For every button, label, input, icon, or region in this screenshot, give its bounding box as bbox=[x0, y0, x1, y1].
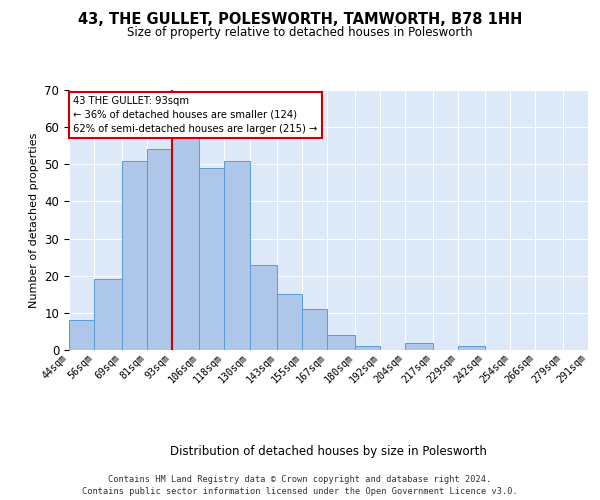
Bar bbox=[122, 160, 147, 350]
Bar bbox=[405, 342, 433, 350]
Bar bbox=[328, 335, 355, 350]
Text: Size of property relative to detached houses in Polesworth: Size of property relative to detached ho… bbox=[127, 26, 473, 39]
Bar bbox=[277, 294, 302, 350]
Bar bbox=[355, 346, 380, 350]
Y-axis label: Number of detached properties: Number of detached properties bbox=[29, 132, 39, 308]
Bar bbox=[458, 346, 485, 350]
Bar bbox=[302, 309, 328, 350]
Text: Contains HM Land Registry data © Crown copyright and database right 2024.
Contai: Contains HM Land Registry data © Crown c… bbox=[82, 474, 518, 496]
Bar bbox=[199, 168, 224, 350]
Bar bbox=[250, 264, 277, 350]
Bar bbox=[147, 150, 172, 350]
Bar bbox=[94, 280, 122, 350]
Bar bbox=[172, 134, 199, 350]
Bar bbox=[224, 160, 250, 350]
Text: 43, THE GULLET, POLESWORTH, TAMWORTH, B78 1HH: 43, THE GULLET, POLESWORTH, TAMWORTH, B7… bbox=[78, 12, 522, 28]
Text: 43 THE GULLET: 93sqm
← 36% of detached houses are smaller (124)
62% of semi-deta: 43 THE GULLET: 93sqm ← 36% of detached h… bbox=[73, 96, 317, 134]
Text: Distribution of detached houses by size in Polesworth: Distribution of detached houses by size … bbox=[170, 444, 487, 458]
Bar bbox=[69, 320, 94, 350]
